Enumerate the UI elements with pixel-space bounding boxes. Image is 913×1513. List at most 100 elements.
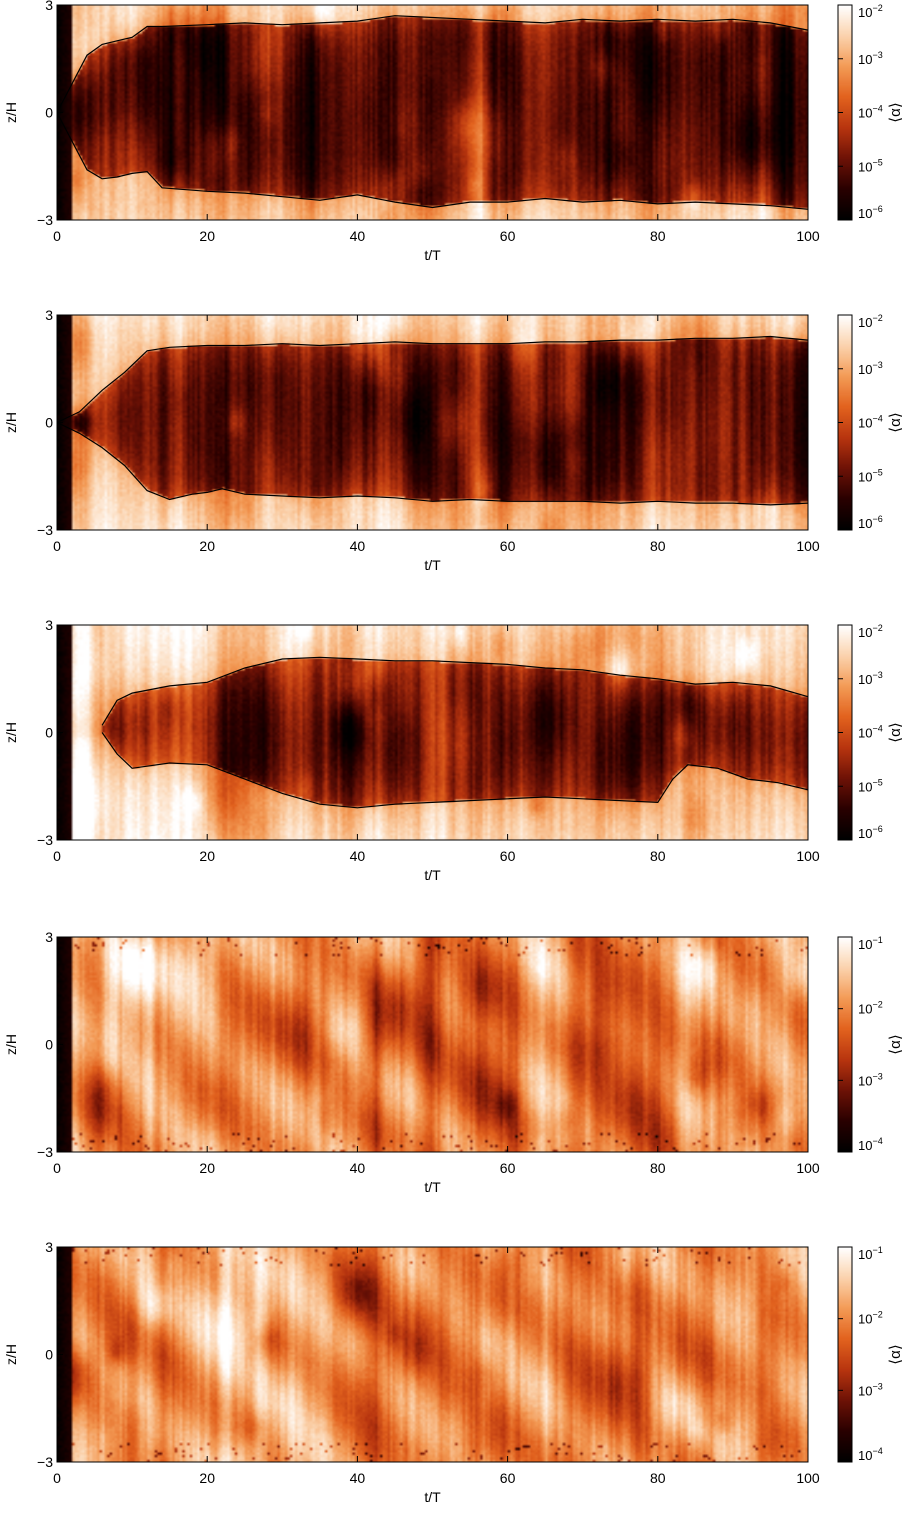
contour-upper bbox=[56, 15, 809, 113]
colorbar-frame bbox=[837, 936, 853, 1153]
y-axis-label: z/H bbox=[3, 1344, 19, 1365]
y-axis-label: z/H bbox=[3, 722, 19, 743]
colorbar-tick-label: 10−3 bbox=[858, 1071, 883, 1088]
x-tick-label: 20 bbox=[199, 1160, 215, 1176]
y-tick-label: −3 bbox=[37, 212, 53, 228]
y-axis-label: z/H bbox=[3, 1034, 19, 1055]
y-tick-label: 0 bbox=[45, 1037, 53, 1053]
x-tick-label: 100 bbox=[796, 848, 820, 864]
y-tick-label: 0 bbox=[45, 1347, 53, 1363]
y-tick-label: 3 bbox=[45, 617, 53, 633]
x-tick-label: 60 bbox=[500, 1470, 516, 1486]
colorbar-tick-label: 10−4 bbox=[858, 104, 883, 121]
x-tick-label: 60 bbox=[500, 848, 516, 864]
colorbar-tick-label: 10−1 bbox=[858, 1245, 883, 1262]
colorbar-tick-label: 10−5 bbox=[858, 157, 883, 174]
x-axis-label: t/T bbox=[424, 557, 441, 573]
x-tick-label: 20 bbox=[199, 1470, 215, 1486]
panel-3: 0 20 40 60 80 100t/T−303z/H10−210−310−410−510… bbox=[3, 617, 904, 883]
colorbar bbox=[838, 937, 852, 1152]
heatmap-image bbox=[57, 937, 808, 1152]
x-tick-label: 80 bbox=[650, 848, 666, 864]
colorbar-tick-label: 10−2 bbox=[858, 3, 883, 20]
colorbar-tick-label: 10−4 bbox=[858, 1446, 883, 1463]
colorbar bbox=[838, 1247, 852, 1462]
colorbar-label: ⟨α⟩ bbox=[887, 1034, 904, 1054]
y-tick-label: 3 bbox=[45, 929, 53, 945]
heatmap-image bbox=[57, 315, 808, 530]
colorbar-tick-label: 10−3 bbox=[858, 360, 883, 377]
x-tick-label: 0 bbox=[53, 538, 61, 554]
colorbar-tick-label: 10−2 bbox=[858, 623, 883, 640]
colorbar-tick-label: 10−5 bbox=[858, 467, 883, 484]
contour-upper bbox=[101, 656, 809, 726]
y-tick-label: 0 bbox=[45, 415, 53, 431]
x-tick-label: 0 bbox=[53, 228, 61, 244]
y-tick-label: −3 bbox=[37, 522, 53, 538]
x-tick-label: 40 bbox=[350, 228, 366, 244]
x-tick-label: 60 bbox=[500, 538, 516, 554]
colorbar-tick-label: 10−1 bbox=[858, 935, 883, 952]
colorbar-tick-label: 10−4 bbox=[858, 1136, 883, 1153]
contour-lower bbox=[101, 732, 809, 809]
x-tick-label: 20 bbox=[199, 228, 215, 244]
x-axis-label: t/T bbox=[424, 1179, 441, 1195]
panel-1: 0 20 40 60 80 100t/T−303z/H10−210−310−410−510… bbox=[3, 0, 904, 263]
x-tick-label: 40 bbox=[350, 538, 366, 554]
x-tick-label: 100 bbox=[796, 538, 820, 554]
y-tick-label: 3 bbox=[45, 307, 53, 323]
x-tick-label: 0 bbox=[53, 1470, 61, 1486]
contour-lower bbox=[56, 112, 809, 210]
x-tick-label: 80 bbox=[650, 538, 666, 554]
colorbar-label: ⟨α⟩ bbox=[887, 102, 904, 122]
colorbar-tick-label: 10−6 bbox=[858, 204, 883, 221]
colorbar-tick-label: 10−3 bbox=[858, 50, 883, 67]
x-tick-label: 40 bbox=[350, 1160, 366, 1176]
x-tick-label: 60 bbox=[500, 228, 516, 244]
x-tick-label: 80 bbox=[650, 228, 666, 244]
y-tick-label: 0 bbox=[45, 105, 53, 121]
colorbar-tick-label: 10−5 bbox=[858, 777, 883, 794]
heatmap-image bbox=[57, 625, 808, 840]
x-tick-label: 20 bbox=[199, 538, 215, 554]
colorbar-label: ⟨α⟩ bbox=[887, 722, 904, 742]
panel-2: 0 20 40 60 80 100t/T−303z/H10−210−310−410−510… bbox=[3, 307, 904, 573]
x-tick-label: 40 bbox=[350, 1470, 366, 1486]
x-tick-label: 0 bbox=[53, 848, 61, 864]
colorbar-tick-label: 10−6 bbox=[858, 824, 883, 841]
colorbar-tick-label: 10−2 bbox=[858, 1000, 883, 1017]
colorbar-tick-label: 10−6 bbox=[858, 514, 883, 531]
colorbar-label: ⟨α⟩ bbox=[887, 1344, 904, 1364]
x-axis-label: t/T bbox=[424, 1489, 441, 1505]
colorbar-tick-label: 10−3 bbox=[858, 1381, 883, 1398]
y-tick-label: 3 bbox=[45, 1239, 53, 1255]
contour-upper bbox=[56, 335, 809, 424]
y-tick-label: 0 bbox=[45, 725, 53, 741]
colorbar-tick-label: 10−4 bbox=[858, 724, 883, 741]
y-tick-label: 3 bbox=[45, 0, 53, 13]
colorbar-label: ⟨α⟩ bbox=[887, 412, 904, 432]
x-tick-label: 100 bbox=[796, 1160, 820, 1176]
y-tick-label: −3 bbox=[37, 832, 53, 848]
x-axis-label: t/T bbox=[424, 247, 441, 263]
y-axis-label: z/H bbox=[3, 412, 19, 433]
x-tick-label: 100 bbox=[796, 1470, 820, 1486]
y-axis-label: z/H bbox=[3, 102, 19, 123]
colorbar-frame bbox=[837, 1246, 853, 1463]
contour-lower bbox=[56, 421, 809, 506]
panel-5: 0 20 40 60 80 100t/T−303z/H10−110−210−310−4⟨α… bbox=[3, 1239, 904, 1505]
y-tick-label: −3 bbox=[37, 1454, 53, 1470]
x-tick-label: 80 bbox=[650, 1470, 666, 1486]
colorbar-tick-label: 10−2 bbox=[858, 1310, 883, 1327]
colorbar-tick-label: 10−2 bbox=[858, 313, 883, 330]
colorbar-tick-label: 10−3 bbox=[858, 670, 883, 687]
colorbar-tick-label: 10−4 bbox=[858, 414, 883, 431]
x-tick-label: 80 bbox=[650, 1160, 666, 1176]
x-tick-label: 60 bbox=[500, 1160, 516, 1176]
x-tick-label: 40 bbox=[350, 848, 366, 864]
y-tick-label: −3 bbox=[37, 1144, 53, 1160]
heatmap-image bbox=[57, 5, 808, 220]
x-tick-label: 20 bbox=[199, 848, 215, 864]
